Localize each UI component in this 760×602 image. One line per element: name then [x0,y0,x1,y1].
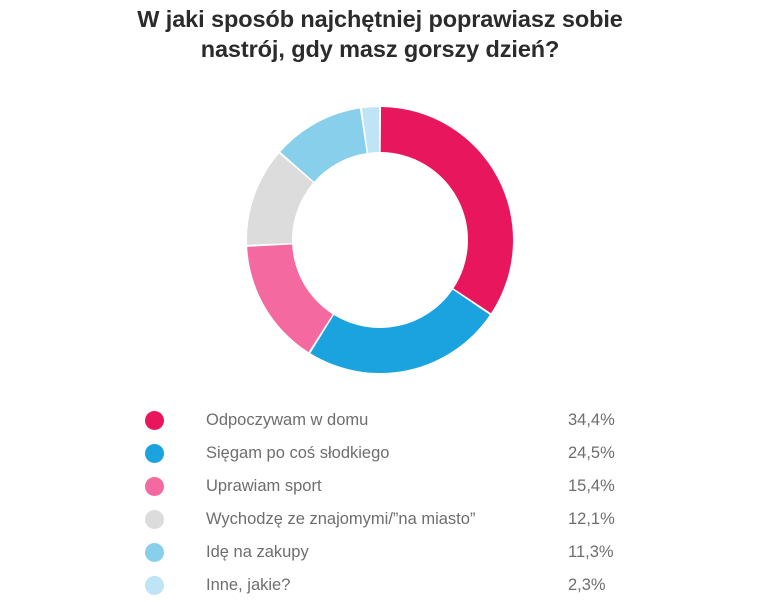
donut-chart [0,95,760,385]
legend-item: Sięgam po coś słodkiego 24,5% [0,437,760,470]
legend-item-value: 24,5% [568,444,615,462]
chart-legend: Odpoczywam w domu 34,4% Sięgam po coś słod… [0,404,760,602]
legend-item: Wychodzę ze znajomymi/”na miasto” 12,1% [0,503,760,536]
legend-color-swatch-icon [145,510,164,529]
legend-item-value: 12,1% [568,510,615,528]
legend-item-value: 34,4% [568,411,615,429]
legend-item-label: Odpoczywam w domu [206,411,369,429]
legend-item-value: 15,4% [568,477,615,495]
page-title: W jaki sposób najchętniej poprawiasz sob… [0,4,760,64]
legend-item: Uprawiam sport 15,4% [0,470,760,503]
legend-item: Idę na zakupy 11,3% [0,536,760,569]
legend-item-label: Uprawiam sport [206,477,322,495]
legend-item-label: Inne, jakie? [206,576,291,594]
legend-item: Inne, jakie? 2,3% [0,569,760,602]
page-title-line-2: nastrój, gdy masz gorszy dzień? [200,36,560,62]
legend-item-label: Wychodzę ze znajomymi/”na miasto” [206,510,476,528]
legend-item-value: 11,3% [568,543,614,561]
donut-slice [280,108,367,182]
legend-item-label: Idę na zakupy [206,543,309,561]
legend-color-swatch-icon [145,543,164,562]
legend-color-swatch-icon [145,576,164,595]
donut-slice [380,107,513,314]
donut-slice [361,107,380,153]
legend-color-swatch-icon [145,444,164,463]
legend-color-swatch-icon [145,411,164,430]
donut-slice [247,153,314,245]
legend-item-label: Sięgam po coś słodkiego [206,444,390,462]
legend-item-value: 2,3% [568,576,606,594]
legend-color-swatch-icon [145,477,164,496]
donut-slice [247,244,333,353]
page-title-line-1: W jaki sposób najchętniej poprawiasz sob… [137,6,623,32]
donut-slice [310,289,490,373]
donut-chart-svg [247,107,513,373]
legend-item: Odpoczywam w domu 34,4% [0,404,760,437]
